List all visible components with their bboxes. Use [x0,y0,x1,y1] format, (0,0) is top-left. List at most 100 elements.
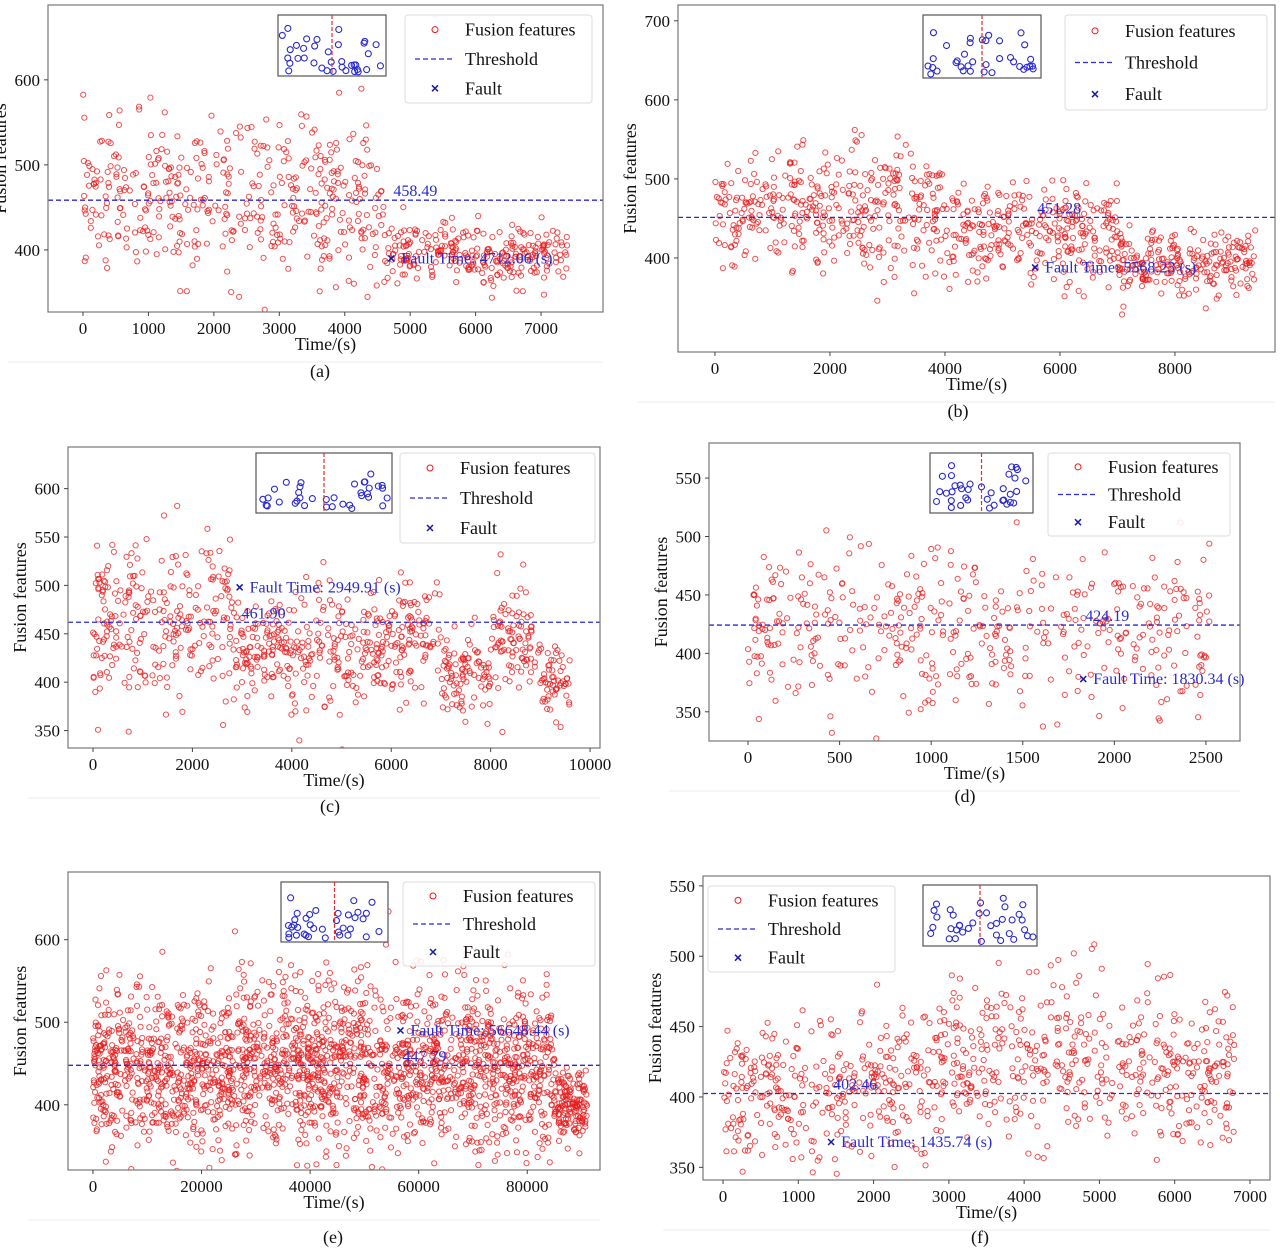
data-point [196,640,203,647]
data-point [264,627,271,634]
data-point [261,1033,268,1040]
data-point [149,1119,156,1126]
data-point [448,669,455,677]
data-point [558,242,566,249]
data-point [853,675,860,682]
data-point [452,237,459,244]
data-point [214,655,221,663]
data-point [992,681,999,688]
data-point [479,269,486,277]
data-point [1155,604,1162,612]
data-point [195,1008,202,1015]
data-point [350,1134,357,1142]
data-point [271,1097,278,1104]
data-point [166,635,173,642]
data-point [909,262,916,269]
data-point [784,615,791,622]
data-point [183,288,190,295]
data-point [441,1027,448,1034]
data-point [122,592,129,600]
data-point [973,680,980,687]
data-point [1078,626,1085,633]
data-point [1142,255,1150,262]
data-point [909,163,917,170]
data-point [926,675,933,682]
data-point [425,233,432,240]
data-point [143,536,150,543]
data-point [906,609,913,617]
data-point [848,146,855,153]
data-point [123,1112,130,1119]
data-point [499,638,506,645]
data-point [1026,607,1033,615]
data-point [337,1018,344,1025]
data-point [369,650,376,657]
data-point [136,106,143,113]
data-point [289,209,296,216]
data-point [252,620,259,627]
data-point [804,601,811,608]
data-point [357,672,364,679]
data-point [996,622,1003,629]
data-point [333,1161,340,1169]
data-point [132,657,139,664]
data-point [184,626,192,634]
data-point [418,684,425,691]
data-point [563,265,570,272]
data-point [92,996,99,1003]
data-point [474,992,481,999]
data-point [1088,580,1096,587]
data-point [1051,220,1058,227]
data-point [315,142,322,149]
data-point [490,282,497,289]
data-point [808,652,815,659]
data-point [1066,574,1073,581]
data-point [753,220,760,227]
data-point [1153,614,1161,621]
data-point [504,1150,511,1157]
data-point [791,196,798,204]
data-point [315,982,322,989]
inset-point [378,481,386,489]
data-point [548,656,555,663]
data-point [395,627,402,634]
data-point [438,242,445,249]
data-point [176,216,183,223]
data-point [831,234,838,241]
data-point [395,1109,402,1116]
data-point [1024,231,1031,238]
data-point [952,271,959,278]
data-point [1147,600,1154,608]
data-point [225,1034,232,1042]
data-point [321,703,328,710]
data-point [320,1010,327,1017]
data-point [563,692,570,699]
data-point [518,668,525,675]
data-point [1151,574,1158,581]
data-point [442,219,449,226]
inset-point [374,482,382,490]
data-point [156,1038,163,1046]
inset-point [947,503,955,511]
data-point [508,233,515,240]
data-point [373,1112,380,1119]
data-point [291,700,298,707]
data-point [220,1085,227,1092]
data-point [526,645,533,652]
data-point [516,1033,523,1040]
data-point [958,660,965,667]
data-point [1169,243,1177,250]
data-point [116,620,123,627]
data-point [488,264,495,271]
data-point [422,230,429,237]
data-point [282,1052,289,1059]
data-point [343,1100,350,1108]
data-point [489,234,496,241]
data-point [275,1121,282,1128]
data-point [987,252,994,259]
data-point [946,285,953,292]
data-point [176,164,183,171]
data-point [470,234,477,241]
